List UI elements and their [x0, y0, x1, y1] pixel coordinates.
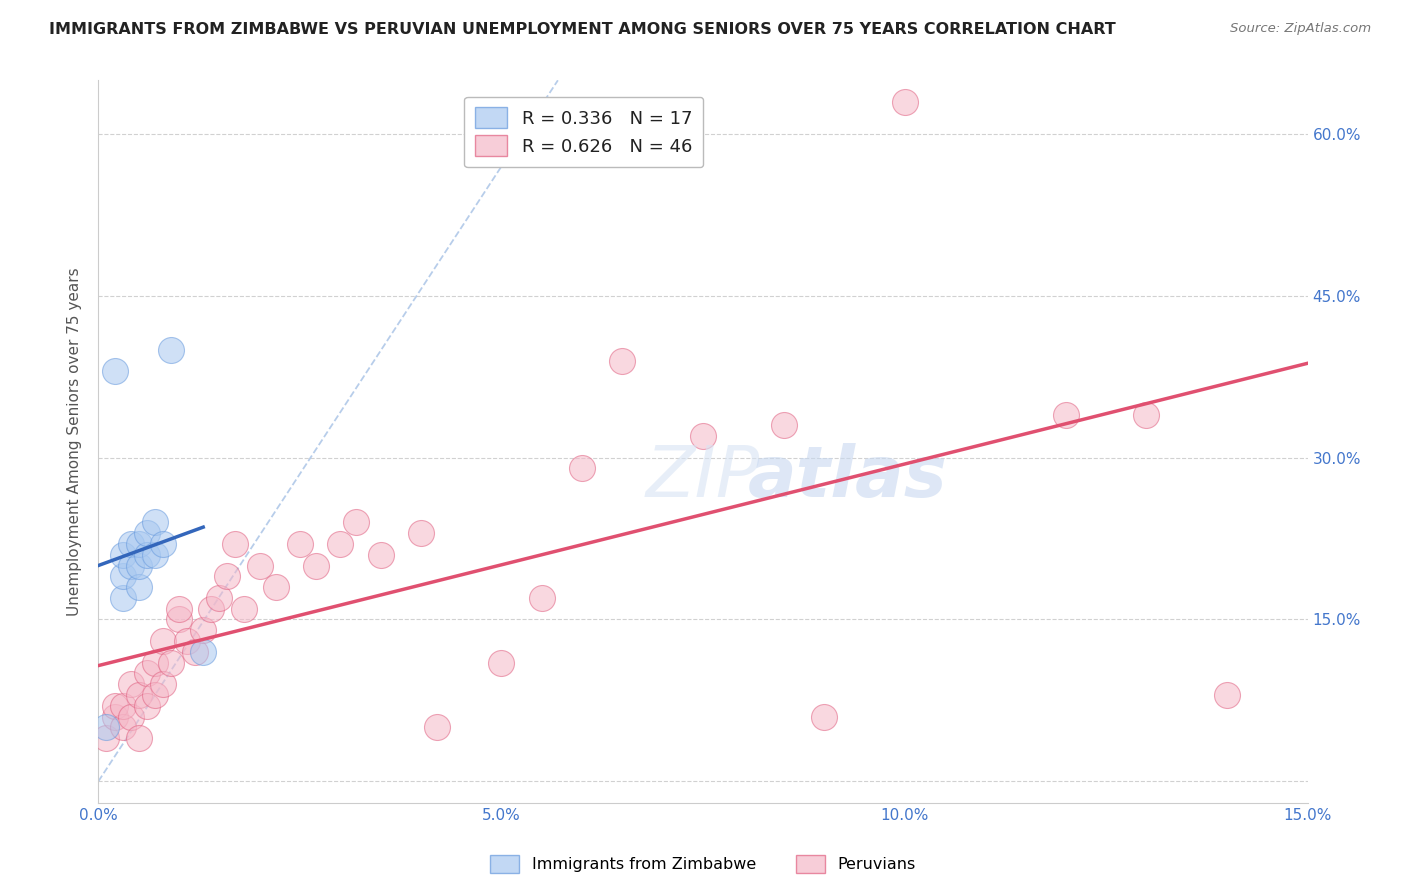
Point — [111, 569, 134, 583]
Y-axis label: Unemployment Among Seniors over 75 years: Unemployment Among Seniors over 75 years — [67, 268, 83, 615]
Point — [96, 731, 118, 745]
Point — [96, 720, 118, 734]
Point — [111, 591, 134, 605]
Point — [200, 601, 222, 615]
Point — [103, 364, 125, 378]
Point — [128, 558, 150, 573]
Point — [160, 656, 183, 670]
Point — [128, 537, 150, 551]
Point — [571, 461, 593, 475]
Point — [143, 516, 166, 530]
Point — [152, 537, 174, 551]
Point — [893, 95, 915, 109]
Point — [193, 624, 215, 638]
Point — [217, 569, 239, 583]
Point — [426, 720, 449, 734]
Text: IMMIGRANTS FROM ZIMBABWE VS PERUVIAN UNEMPLOYMENT AMONG SENIORS OVER 75 YEARS CO: IMMIGRANTS FROM ZIMBABWE VS PERUVIAN UNE… — [49, 22, 1116, 37]
Point — [143, 656, 166, 670]
Point — [111, 720, 134, 734]
Point — [120, 709, 142, 723]
Legend: R = 0.336   N = 17, R = 0.626   N = 46: R = 0.336 N = 17, R = 0.626 N = 46 — [464, 96, 703, 167]
Point — [135, 666, 157, 681]
Point — [184, 645, 207, 659]
Point — [1135, 408, 1157, 422]
Point — [530, 591, 553, 605]
Point — [329, 537, 352, 551]
Point — [176, 634, 198, 648]
Point — [135, 548, 157, 562]
Point — [120, 558, 142, 573]
Point — [612, 353, 634, 368]
Point — [1216, 688, 1239, 702]
Point — [232, 601, 254, 615]
Point — [772, 418, 794, 433]
Point — [288, 537, 311, 551]
Legend: Immigrants from Zimbabwe, Peruvians: Immigrants from Zimbabwe, Peruvians — [484, 848, 922, 880]
Point — [692, 429, 714, 443]
Point — [193, 645, 215, 659]
Point — [208, 591, 231, 605]
Point — [305, 558, 328, 573]
Point — [249, 558, 271, 573]
Point — [167, 601, 190, 615]
Text: Source: ZipAtlas.com: Source: ZipAtlas.com — [1230, 22, 1371, 36]
Point — [167, 612, 190, 626]
Point — [264, 580, 287, 594]
Point — [160, 343, 183, 357]
Point — [111, 698, 134, 713]
Point — [224, 537, 246, 551]
Point — [120, 677, 142, 691]
Point — [143, 688, 166, 702]
Point — [152, 677, 174, 691]
Point — [344, 516, 367, 530]
Point — [370, 548, 392, 562]
Point — [103, 698, 125, 713]
Point — [120, 537, 142, 551]
Text: ZIP: ZIP — [645, 443, 761, 512]
Point — [409, 526, 432, 541]
Point — [143, 548, 166, 562]
Point — [128, 580, 150, 594]
Point — [1054, 408, 1077, 422]
Point — [135, 698, 157, 713]
Point — [128, 731, 150, 745]
Point — [813, 709, 835, 723]
Point — [152, 634, 174, 648]
Text: atlas: atlas — [748, 443, 948, 512]
Point — [491, 656, 513, 670]
Point — [135, 526, 157, 541]
Point — [111, 548, 134, 562]
Point — [128, 688, 150, 702]
Point — [103, 709, 125, 723]
